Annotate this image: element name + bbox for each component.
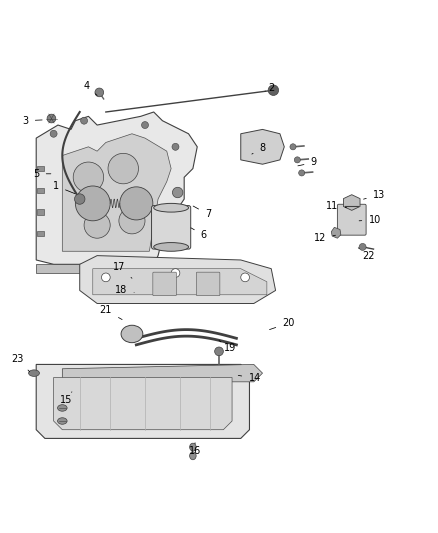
Ellipse shape [28,370,39,376]
Circle shape [173,187,183,198]
Polygon shape [343,195,360,211]
Circle shape [241,273,250,282]
Circle shape [47,114,56,123]
Circle shape [119,208,145,234]
FancyBboxPatch shape [37,166,44,171]
Circle shape [172,143,179,150]
Ellipse shape [121,325,143,343]
Text: 9: 9 [298,157,317,167]
Ellipse shape [57,418,67,424]
FancyBboxPatch shape [152,206,191,249]
Text: 17: 17 [113,262,132,278]
Polygon shape [241,130,284,164]
Circle shape [141,122,148,128]
Text: 1: 1 [53,181,75,193]
Circle shape [108,154,138,184]
Circle shape [171,269,180,277]
Polygon shape [62,365,262,382]
Text: 13: 13 [364,190,385,200]
Ellipse shape [190,443,196,451]
Polygon shape [331,228,341,238]
FancyBboxPatch shape [37,209,44,215]
Circle shape [268,85,279,95]
Ellipse shape [57,405,67,411]
Text: 12: 12 [314,233,336,243]
Circle shape [299,170,305,176]
Text: 21: 21 [100,305,122,320]
Text: 2: 2 [265,83,274,93]
Circle shape [73,162,104,192]
Text: 20: 20 [269,318,295,329]
Circle shape [359,244,366,251]
Circle shape [81,117,88,124]
Text: 22: 22 [358,248,374,261]
Polygon shape [62,134,171,251]
Circle shape [75,186,110,221]
Text: 6: 6 [191,228,207,240]
Text: 4: 4 [83,81,97,95]
Circle shape [84,212,110,238]
Text: 18: 18 [115,285,134,295]
Text: 16: 16 [189,443,201,456]
Polygon shape [80,256,276,303]
Ellipse shape [154,243,188,251]
FancyBboxPatch shape [37,231,44,237]
Polygon shape [36,112,197,269]
Text: 19: 19 [219,341,236,353]
Circle shape [102,273,110,282]
FancyBboxPatch shape [337,204,366,235]
Polygon shape [53,377,232,430]
Text: 23: 23 [12,354,30,372]
Polygon shape [36,264,158,273]
Text: 3: 3 [22,116,42,126]
FancyBboxPatch shape [153,272,177,296]
Ellipse shape [190,452,196,460]
FancyBboxPatch shape [196,272,220,296]
Text: 10: 10 [359,215,381,225]
Text: 11: 11 [326,200,346,211]
Circle shape [95,88,104,97]
Circle shape [290,144,296,150]
Text: 7: 7 [193,206,211,219]
Text: 15: 15 [60,392,72,405]
Polygon shape [36,365,250,439]
Text: 14: 14 [238,373,261,383]
Circle shape [120,187,153,220]
FancyBboxPatch shape [37,188,44,193]
Text: 5: 5 [33,169,51,179]
Circle shape [215,347,223,356]
Circle shape [50,130,57,137]
Ellipse shape [154,204,188,212]
Circle shape [294,157,300,163]
Polygon shape [93,269,267,295]
Circle shape [74,194,85,204]
Text: 8: 8 [252,143,265,154]
